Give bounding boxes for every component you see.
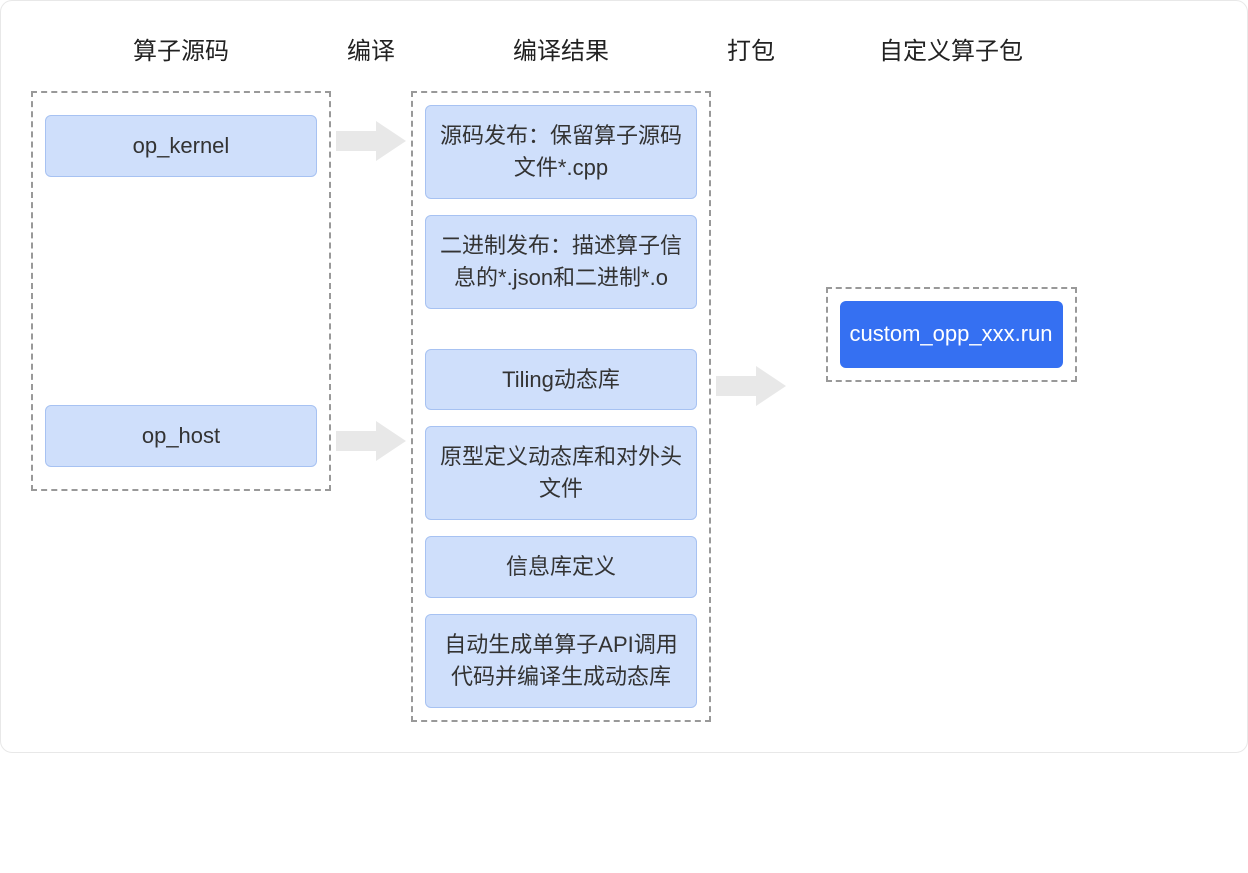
result-box: Tiling动态库 — [425, 349, 697, 411]
package-wrapper: custom_opp_xxx.run — [826, 91, 1077, 382]
package-container: custom_opp_xxx.run — [826, 287, 1077, 382]
result-box: 信息库定义 — [425, 536, 697, 598]
result-box: 源码发布：保留算子源码文件*.cpp — [425, 105, 697, 199]
package-run-box: custom_opp_xxx.run — [840, 301, 1063, 368]
package-column: 自定义算子包 custom_opp_xxx.run — [791, 31, 1111, 382]
op-kernel-box: op_kernel — [45, 115, 317, 177]
compile-arrow-column: 编译 — [331, 31, 411, 491]
arrow-icon — [716, 366, 786, 406]
result-box: 原型定义动态库和对外头文件 — [425, 426, 697, 520]
compile-arrows — [336, 91, 406, 491]
result-group-kernel: 源码发布：保留算子源码文件*.cpp 二进制发布：描述算子信息的*.json和二… — [425, 105, 697, 309]
result-box: 二进制发布：描述算子信息的*.json和二进制*.o — [425, 215, 697, 309]
package-header: 自定义算子包 — [879, 31, 1023, 66]
result-column: 编译结果 源码发布：保留算子源码文件*.cpp 二进制发布：描述算子信息的*.j… — [411, 31, 711, 722]
source-header: 算子源码 — [133, 31, 229, 66]
result-container: 源码发布：保留算子源码文件*.cpp 二进制发布：描述算子信息的*.json和二… — [411, 91, 711, 722]
arrow-icon — [336, 421, 406, 461]
pack-arrow-column: 打包 — [711, 31, 791, 491]
arrow-icon — [336, 121, 406, 161]
result-header: 编译结果 — [513, 31, 609, 66]
result-box: 自动生成单算子API调用代码并编译生成动态库 — [425, 614, 697, 708]
pack-arrow-wrapper — [716, 91, 786, 491]
result-group-host: Tiling动态库 原型定义动态库和对外头文件 信息库定义 自动生成单算子API… — [425, 349, 697, 708]
flowchart-diagram: 算子源码 op_kernel op_host 编译 编译结果 源码发布：保留算子… — [31, 31, 1217, 722]
source-container: op_kernel op_host — [31, 91, 331, 491]
compile-header: 编译 — [347, 31, 395, 66]
pack-header: 打包 — [727, 31, 775, 66]
source-column: 算子源码 op_kernel op_host — [31, 31, 331, 491]
op-host-box: op_host — [45, 405, 317, 467]
